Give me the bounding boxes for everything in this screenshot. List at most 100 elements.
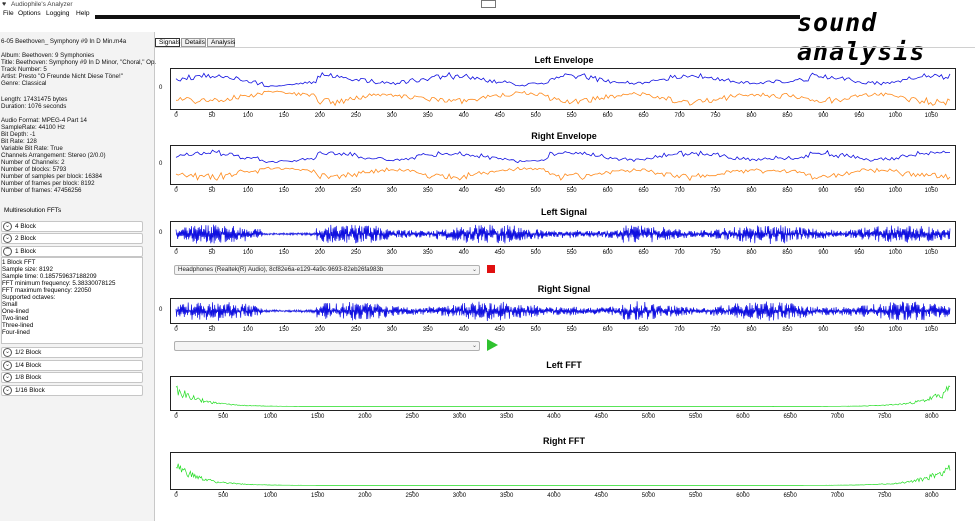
- right-envelope-x-axis: 0 50 100 150 200 250 300 350 400 450 500 550 600 650 7…: [170, 186, 956, 196]
- left-fft-x-tick-label: 4500: [594, 412, 608, 420]
- right-fft-x-tick-label: 7500: [877, 491, 892, 499]
- header-rule: [95, 15, 800, 19]
- block-1-details: 1 Block FFT Sample size: 8192 Sample tim…: [1, 257, 143, 344]
- right-envelope-x-tick-label: 850: [782, 186, 793, 194]
- chevron-down-icon: ⌄: [3, 386, 12, 395]
- left-signal-x-tick-label: 500: [530, 248, 541, 256]
- left-fft-x-tick-label: 7000: [830, 412, 845, 420]
- detail-line: Sample size: 8192: [2, 266, 53, 273]
- right-signal-waveform: [175, 301, 951, 322]
- right-signal-x-tick-label: 550: [566, 325, 577, 333]
- left-envelope-x-axis: 0 50 100 150 200 250 300 350 400 450 500 550 600 650 7…: [170, 111, 956, 121]
- expander-eighth-block[interactable]: ⌄ 1/8 Block: [1, 372, 143, 383]
- tab-signals[interactable]: Signals: [155, 38, 180, 47]
- right-signal-plot: [170, 298, 956, 324]
- tab-details[interactable]: Details: [181, 38, 206, 47]
- right-envelope-x-tick-label: 200: [314, 186, 325, 194]
- right-signal-x-tick-label: 1050: [924, 325, 938, 333]
- expander-half-block[interactable]: ⌄ 1/2 Block: [1, 347, 143, 358]
- expander-1-block[interactable]: ⌃ 1 Block: [1, 246, 143, 257]
- left-fft-x-tick-label: 2500: [405, 412, 419, 420]
- detail-line: Small: [2, 301, 18, 308]
- right-signal-x-axis: 0 50 100 150 200 250 300 350 400 450 500 550 600 650 7…: [170, 325, 956, 335]
- artist-info: Artist: Presto "O Freunde Nicht Diese Tö…: [1, 73, 123, 80]
- output-device-select[interactable]: Headphones (Realtek(R) Audio), 8cf82e6a-…: [174, 265, 480, 275]
- left-fft-x-tick-label: 7500: [877, 412, 892, 420]
- left-fft-x-tick-label: 6000: [736, 412, 750, 420]
- detail-line: One-lined: [2, 308, 29, 315]
- format-info: Audio Format: MPEG-4 Part 14: [1, 117, 87, 124]
- detail-line: 1 Block FFT: [2, 259, 36, 266]
- right-fft-x-tick-label: 6000: [736, 491, 750, 499]
- bitdepth-info: Bit Depth: -1: [1, 131, 36, 138]
- right-envelope-x-tick-label: 600: [602, 186, 613, 194]
- tab-analysis[interactable]: Analysis: [207, 38, 235, 47]
- expander-4-block[interactable]: ⌄ 4 Block: [1, 221, 143, 232]
- play-button[interactable]: [487, 339, 498, 351]
- left-signal-x-tick-label: 400: [458, 248, 469, 256]
- right-envelope-x-tick-label: 350: [422, 186, 433, 194]
- file-name: 6-05 Beethoven_ Symphony #9 In D Min.m4a: [1, 38, 127, 45]
- left-signal-plot: [170, 221, 956, 247]
- expander-sixteenth-block[interactable]: ⌄ 1/16 Block: [1, 385, 143, 396]
- genre-info: Genre: Classical: [1, 80, 47, 87]
- left-envelope-y-tick-label: 0: [159, 85, 163, 91]
- right-signal-x-tick-label: 50: [208, 325, 216, 333]
- left-signal-x-tick-label: 600: [602, 248, 613, 256]
- detail-line: Sample time: 0.185759637188209: [2, 273, 97, 280]
- menu-file[interactable]: File: [3, 10, 14, 17]
- left-signal-x-axis: 0 50 100 150 200 250 300 350 400 450 500 550 600 650 7…: [170, 248, 956, 258]
- expander-label: 2 Block: [15, 235, 36, 242]
- left-signal-x-tick-label: 550: [566, 248, 577, 256]
- right-envelope-x-tick-label: 300: [386, 186, 397, 194]
- samples-per-block-info: Number of samples per block: 16384: [1, 173, 103, 180]
- right-signal-x-tick-label: 850: [782, 325, 793, 333]
- right-envelope-x-tick-label: 550: [566, 186, 577, 194]
- left-signal-x-tick-label: 450: [494, 248, 505, 256]
- left-fft-x-tick-label: 3500: [500, 412, 514, 420]
- right-envelope-y-tick-label: 0: [159, 161, 163, 167]
- right-envelope-x-tick-label: 1050: [924, 186, 938, 194]
- right-signal-x-tick-label: 500: [530, 325, 541, 333]
- left-fft-x-tick-label: 5000: [641, 412, 656, 420]
- right-fft-x-tick-label: 3000: [452, 491, 467, 499]
- left-fft-x-tick-label: 3000: [452, 412, 467, 420]
- right-envelope-lower-envelope-line: [175, 166, 951, 182]
- detail-line: Two-lined: [2, 315, 29, 322]
- left-envelope-x-tick-label: 800: [746, 111, 757, 119]
- left-signal-x-tick-label: 100: [242, 248, 253, 256]
- samplerate-info: SampleRate: 44100 Hz: [1, 124, 65, 131]
- length-info: Length: 17431475 bytes: [1, 96, 68, 103]
- menu-help[interactable]: Help: [76, 10, 90, 17]
- left-envelope-x-tick-label: 900: [818, 111, 829, 119]
- second-device-select[interactable]: ⌄: [174, 341, 480, 351]
- right-fft-title: Right FFT: [543, 436, 585, 446]
- menu-options[interactable]: Options: [18, 10, 41, 17]
- right-signal-x-tick-label: 1000: [888, 325, 903, 333]
- left-fft-spectrum: [175, 385, 951, 407]
- menu-logging[interactable]: Logging: [46, 10, 70, 17]
- right-signal-x-tick-label: 800: [746, 325, 757, 333]
- left-envelope-x-tick-label: 950: [854, 111, 865, 119]
- right-signal-title: Right Signal: [537, 284, 591, 294]
- right-signal-x-tick-label: 200: [314, 325, 325, 333]
- stop-button[interactable]: [487, 265, 495, 273]
- left-envelope-x-tick-label: 0: [174, 111, 178, 119]
- expander-label: 1/16 Block: [15, 387, 45, 394]
- left-envelope-x-tick-label: 400: [458, 111, 469, 119]
- expander-quarter-block[interactable]: ⌄ 1/4 Block: [1, 360, 143, 371]
- left-envelope-lower-envelope-line: [175, 90, 951, 107]
- restore-window-button[interactable]: [481, 0, 496, 8]
- right-signal-svg: [175, 301, 951, 322]
- expander-2-block[interactable]: ⌄ 2 Block: [1, 233, 143, 244]
- left-signal-x-tick-label: 700: [674, 248, 685, 256]
- right-envelope-x-tick-label: 750: [710, 186, 721, 194]
- left-signal-x-tick-label: 200: [314, 248, 325, 256]
- right-fft-x-tick-label: 4500: [594, 491, 608, 499]
- expander-label: 4 Block: [15, 223, 36, 230]
- right-signal-x-tick-label: 250: [350, 325, 361, 333]
- left-signal-x-tick-label: 150: [278, 248, 289, 256]
- window-title: Audiophile's Analyzer: [11, 1, 73, 8]
- left-signal-y-tick-label: 0: [159, 230, 163, 236]
- chevron-down-icon: ⌄: [3, 348, 12, 357]
